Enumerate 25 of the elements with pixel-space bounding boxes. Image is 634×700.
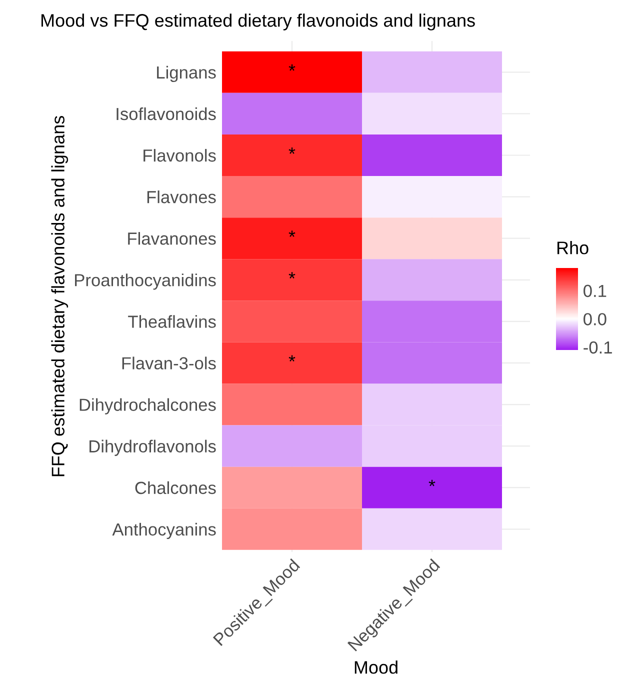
data-label: * xyxy=(288,147,296,154)
color-bar-label: 0.1 xyxy=(584,284,606,298)
y-tick-label: Dihydroflavonols xyxy=(90,440,216,456)
y-tick-label: Flavones xyxy=(147,190,216,204)
y-tick-label: Flavan-3-ols xyxy=(122,356,216,370)
y-axis-title: FFQ estimated dietary flavonoids and lignans xyxy=(51,116,68,476)
data-label: * xyxy=(288,64,296,71)
color-bar-label: -0.1 xyxy=(584,341,612,354)
y-tick-label: Isoflavonoids xyxy=(116,107,216,120)
y-tick-label: Proanthocyanidins xyxy=(75,274,216,290)
y-tick-label: Flavonols xyxy=(144,148,216,162)
color-bar-label: 0.0 xyxy=(584,313,606,326)
color-bar-title: Rho xyxy=(557,241,588,254)
y-tick-label: Lignans xyxy=(157,66,216,82)
y-tick-label: Anthocyanins xyxy=(112,522,216,540)
data-label: * xyxy=(288,272,296,278)
y-tick-label: Dihydrochalcones xyxy=(80,398,216,414)
y-tick-label: Theaflavins xyxy=(128,315,216,328)
y-tick-label: Flavanones xyxy=(128,232,216,245)
chart-title: Mood vs FFQ estimated dietary flavonoids and lignans xyxy=(41,14,475,30)
data-label: * xyxy=(428,480,436,486)
y-tick-label: Chalcones xyxy=(135,481,216,494)
x-axis-title: Mood xyxy=(354,660,398,674)
data-label: * xyxy=(288,355,296,362)
data-label: * xyxy=(288,230,296,237)
